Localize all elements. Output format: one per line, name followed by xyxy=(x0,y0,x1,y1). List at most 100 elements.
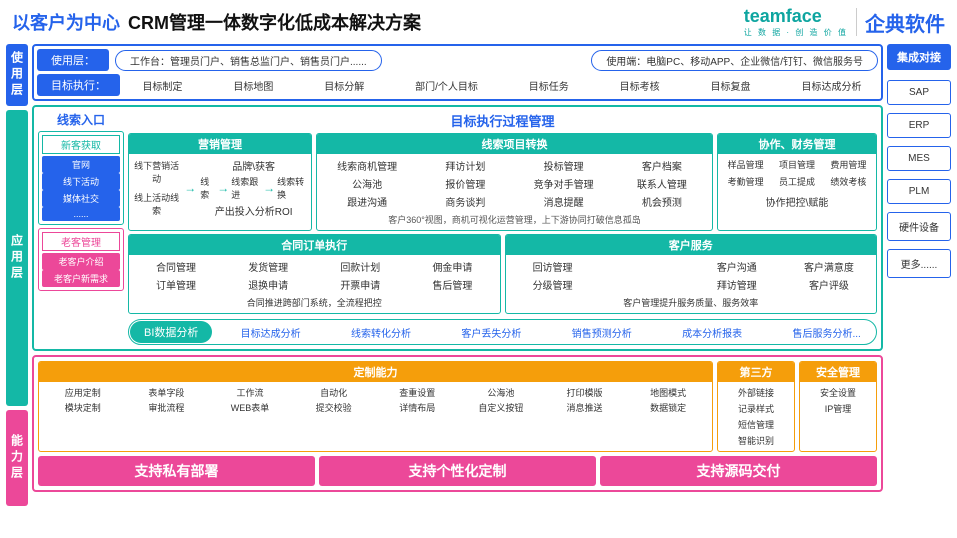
bi-item: 成本分析报表 xyxy=(682,325,742,340)
left-tabs: 使用层 应用层 能力层 xyxy=(6,44,28,506)
panel-finance: 协作、财务管理 样品管理项目管理费用管理考勤管理员工提成绩效考核 协作把控\赋能 xyxy=(717,133,877,231)
fin-item: 考勤管理 xyxy=(722,175,769,188)
third-item: 短信管理 xyxy=(722,418,790,431)
title-black: CRM管理一体数字化低成本解决方案 xyxy=(128,9,421,35)
bi-row: BI数据分析 目标达成分析线索转化分析客户丢失分析销售预测分析成本分析报表售后服… xyxy=(128,319,877,345)
cust-item: WEB表单 xyxy=(210,401,290,414)
brand-teamface: teamface 让 数 据 · 创 造 价 值 xyxy=(744,6,848,38)
header-left: 以客户为中心 CRM管理一体数字化低成本解决方案 xyxy=(12,9,421,35)
cust-item: 自定义按钮 xyxy=(461,401,541,414)
brand-qidian: 企典软件 xyxy=(865,8,945,37)
cap-button: 支持个性化定制 xyxy=(319,456,596,486)
integration-item: PLM xyxy=(887,179,951,204)
usage-item: 目标考核 xyxy=(620,78,660,93)
svc-item: 回访管理 xyxy=(510,259,596,274)
cust-item: 公海池 xyxy=(461,386,541,399)
entry-item: 媒体社交 xyxy=(42,190,120,207)
cust-item: 详情布局 xyxy=(378,401,458,414)
mid-column: 使用层： 工作台：管理员门户、销售总监门户、销售员门户...... 使用端：电脑… xyxy=(32,44,883,506)
usage-goal-items: 目标制定目标地图目标分解部门/个人目标目标任务目标考核目标复盘目标达成分析 xyxy=(126,78,878,93)
conv-item: 公海池 xyxy=(321,176,413,191)
conv-item: 联系人管理 xyxy=(616,176,708,191)
entry-item: 老客户新需求 xyxy=(42,270,120,287)
usage-row1-label: 使用层： xyxy=(37,49,109,71)
vtab-usage: 使用层 xyxy=(6,44,28,106)
entry-item: 线下活动 xyxy=(42,173,120,190)
cust-item: 应用定制 xyxy=(43,386,123,399)
order-item: 佣金申请 xyxy=(409,259,495,274)
capability-layer: 定制能力 应用定制表单字段工作流自动化查重设置公海池打印模版地图模式模块定制审批… xyxy=(32,355,883,492)
conv-item: 报价管理 xyxy=(419,176,511,191)
cust-item: 表单字段 xyxy=(127,386,207,399)
usage-item: 目标分解 xyxy=(324,78,364,93)
conv-item: 投标管理 xyxy=(518,158,610,173)
cust-item: 数据锁定 xyxy=(628,401,708,414)
bi-item: 销售预测分析 xyxy=(572,325,632,340)
entry-column: 线索入口 新客获取 官网线下活动媒体社交...... 老客管理 老客户介绍老客户… xyxy=(38,111,124,345)
svc-item: 拜访管理 xyxy=(694,277,780,292)
order-item: 售后管理 xyxy=(409,277,495,292)
third-item: 记录样式 xyxy=(722,402,790,415)
fin-item: 绩效考核 xyxy=(825,175,872,188)
conv-item: 拜访计划 xyxy=(419,158,511,173)
panel-custom: 定制能力 应用定制表单字段工作流自动化查重设置公海池打印模版地图模式模块定制审批… xyxy=(38,361,713,452)
svc-item: 客户沟通 xyxy=(694,259,780,274)
cust-item: 查重设置 xyxy=(378,386,458,399)
entry-item: ...... xyxy=(42,207,120,221)
order-item: 发货管理 xyxy=(225,259,311,274)
panel-marketing: 营销管理 线下营销活动 线上活动线索 → 品牌\获客 线索→ 线索跟进→ 线索转… xyxy=(128,133,312,231)
cust-item: 工作流 xyxy=(210,386,290,399)
svc-item: 客户评级 xyxy=(786,277,872,292)
bi-item: 目标达成分析 xyxy=(241,325,301,340)
usage-pill-workbench: 工作台：管理员门户、销售总监门户、销售员门户...... xyxy=(115,50,382,71)
conv-item: 跟进沟通 xyxy=(321,194,413,209)
title-blue: 以客户为中心 xyxy=(12,9,120,35)
order-item: 订单管理 xyxy=(133,277,219,292)
conv-item: 机会预测 xyxy=(616,194,708,209)
bi-item: 客户丢失分析 xyxy=(461,325,521,340)
fin-item: 项目管理 xyxy=(773,158,820,171)
order-item: 回款计划 xyxy=(317,259,403,274)
sec-item: 安全设置 xyxy=(804,386,872,399)
usage-item: 目标任务 xyxy=(529,78,569,93)
svc-item: 分级管理 xyxy=(510,277,596,292)
entry-item: 老客户介绍 xyxy=(42,253,120,270)
usage-row2-label: 目标执行： xyxy=(37,74,120,96)
panel-order: 合同订单执行 合同管理发货管理回款计划佣金申请订单管理退换申请开票申请售后管理 … xyxy=(128,234,501,314)
panel-third: 第三方 外部链接记录样式短信管理智能识别 xyxy=(717,361,795,452)
conv-item: 商务谈判 xyxy=(419,194,511,209)
entry-newcust: 新客获取 官网线下活动媒体社交...... xyxy=(38,131,124,225)
header-right: teamface 让 数 据 · 创 造 价 值 企典软件 xyxy=(744,6,945,38)
cust-item: 自动化 xyxy=(294,386,374,399)
main: 使用层 应用层 能力层 使用层： 工作台：管理员门户、销售总监门户、销售员门户.… xyxy=(0,44,957,506)
cap-button: 支持源码交付 xyxy=(600,456,877,486)
order-item: 合同管理 xyxy=(133,259,219,274)
vtab-cap: 能力层 xyxy=(6,410,28,506)
app-title: 目标执行过程管理 xyxy=(128,111,877,130)
cust-item: 地图模式 xyxy=(628,386,708,399)
cust-item: 打印模版 xyxy=(545,386,625,399)
arrow-icon: → xyxy=(184,181,196,195)
third-item: 外部链接 xyxy=(722,386,790,399)
third-item: 智能识别 xyxy=(722,434,790,447)
conv-item: 消息提醒 xyxy=(518,194,610,209)
integration-item: 更多...... xyxy=(887,249,951,278)
conv-item: 竞争对手管理 xyxy=(518,176,610,191)
usage-item: 目标地图 xyxy=(233,78,273,93)
bi-item: 线索转化分析 xyxy=(351,325,411,340)
conv-item: 线索商机管理 xyxy=(321,158,413,173)
usage-item: 部门/个人目标 xyxy=(415,78,478,93)
integration-item: MES xyxy=(887,146,951,171)
cust-item: 审批流程 xyxy=(127,401,207,414)
svc-item xyxy=(602,259,688,274)
usage-item: 目标达成分析 xyxy=(801,78,861,93)
svc-item: 客户满意度 xyxy=(786,259,872,274)
usage-item: 目标制定 xyxy=(142,78,182,93)
order-item: 退换申请 xyxy=(225,277,311,292)
header: 以客户为中心 CRM管理一体数字化低成本解决方案 teamface 让 数 据 … xyxy=(0,0,957,44)
bi-item: 售后服务分析... xyxy=(792,325,860,340)
cap-button: 支持私有部署 xyxy=(38,456,315,486)
panel-security: 安全管理 安全设置IP管理 xyxy=(799,361,877,452)
app-layer: 线索入口 新客获取 官网线下活动媒体社交...... 老客管理 老客户介绍老客户… xyxy=(32,105,883,351)
panel-conversion: 线索项目转换 线索商机管理拜访计划投标管理客户档案公海池报价管理竞争对手管理联系… xyxy=(316,133,713,231)
